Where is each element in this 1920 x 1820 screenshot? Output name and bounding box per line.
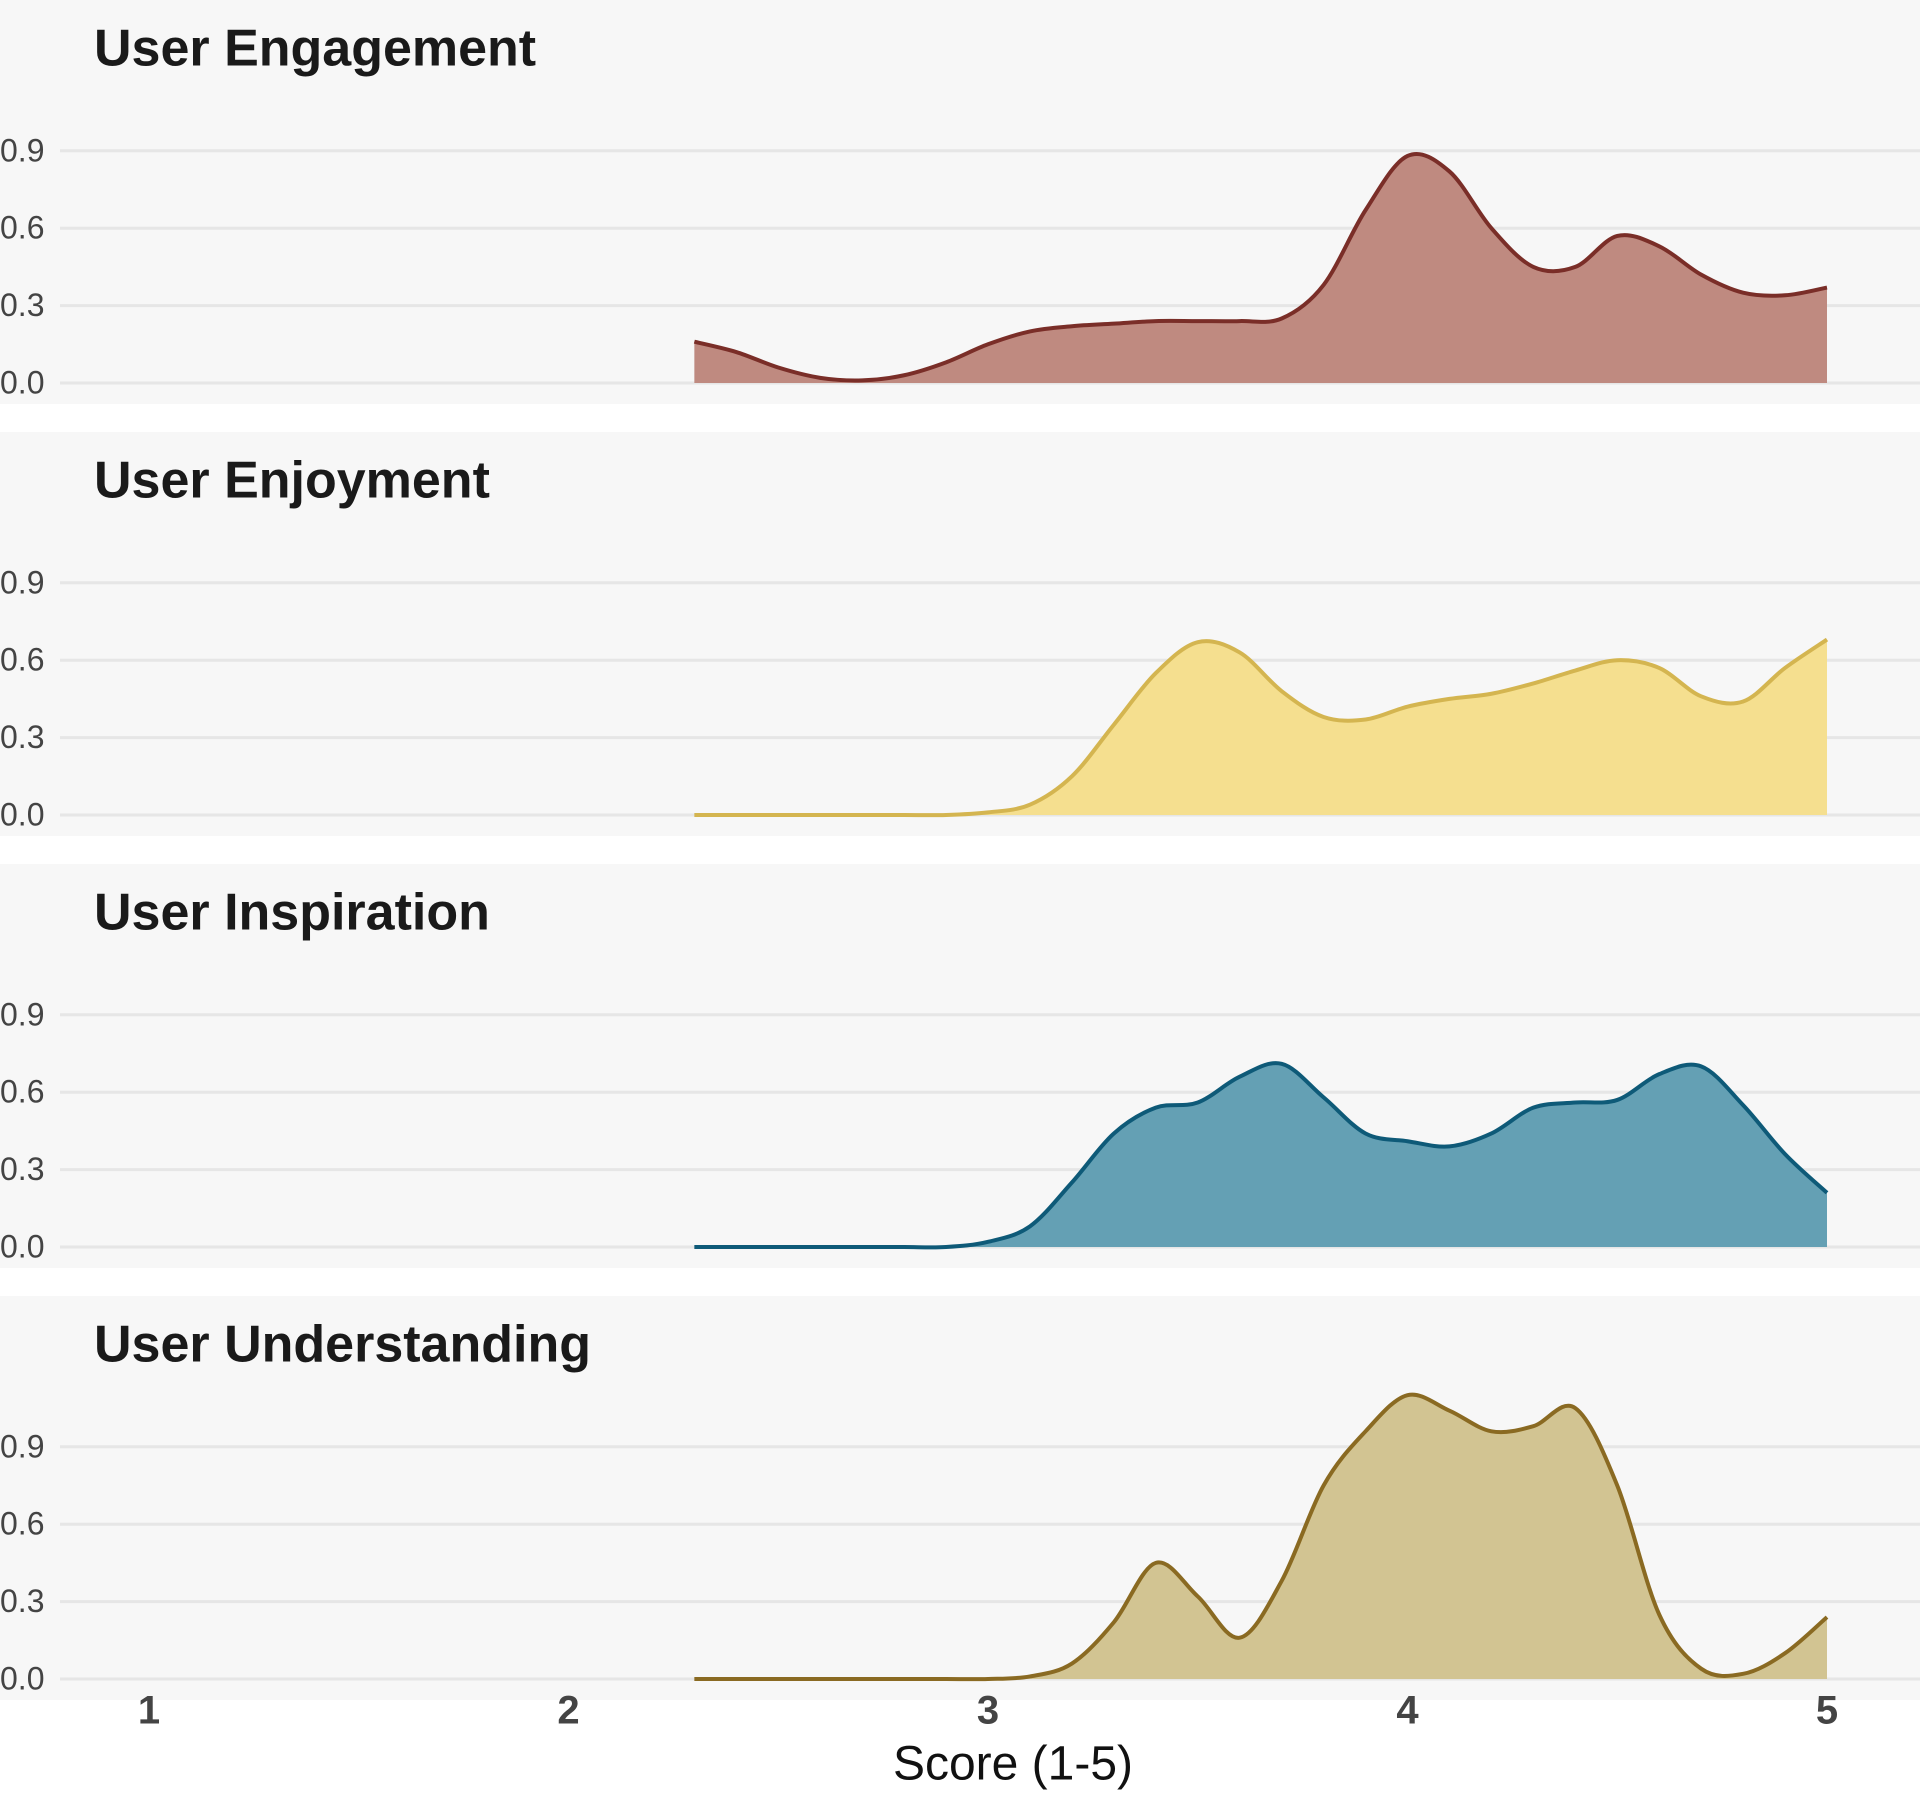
- y-tick-label: 0.9: [0, 996, 44, 1032]
- density-area: [694, 1394, 1827, 1680]
- y-tick-label: 0.6: [0, 1506, 44, 1542]
- y-tick-label: 0.6: [0, 642, 44, 678]
- x-tick-label: 4: [1396, 1689, 1419, 1733]
- y-tick-label: 0.0: [0, 364, 44, 400]
- x-tick-label: 2: [557, 1689, 579, 1733]
- y-tick-label: 0.0: [0, 1228, 44, 1264]
- y-tick-label: 0.6: [0, 210, 44, 246]
- y-tick-label: 0.3: [0, 1583, 44, 1619]
- y-tick-label: 0.3: [0, 1151, 44, 1187]
- y-tick-label: 0.9: [0, 132, 44, 168]
- x-tick-label: 1: [138, 1689, 160, 1733]
- y-tick-label: 0.0: [0, 796, 44, 832]
- panel-title: User Inspiration: [94, 884, 490, 942]
- y-tick-label: 0.9: [0, 1428, 44, 1464]
- density-line: [694, 1392, 1829, 1682]
- y-tick-label: 0.9: [0, 564, 44, 600]
- y-tick-label: 0.3: [0, 719, 44, 755]
- density-line: [693, 151, 1828, 383]
- y-tick-label: 0.3: [0, 287, 44, 323]
- x-axis-label: Score (1-5): [893, 1738, 1133, 1791]
- y-tick-label: 0.0: [0, 1660, 44, 1696]
- panel-title: User Engagement: [94, 20, 536, 78]
- panel-title: User Understanding: [94, 1316, 591, 1374]
- x-tick-label: 3: [977, 1689, 999, 1733]
- x-tick-label: 5: [1816, 1689, 1838, 1733]
- y-tick-label: 0.6: [0, 1074, 44, 1110]
- panel-title: User Enjoyment: [94, 452, 490, 510]
- density-area: [694, 639, 1827, 816]
- density-line: [694, 637, 1829, 818]
- density-area: [694, 1063, 1827, 1248]
- density-line: [694, 1061, 1829, 1250]
- density-area: [694, 153, 1827, 383]
